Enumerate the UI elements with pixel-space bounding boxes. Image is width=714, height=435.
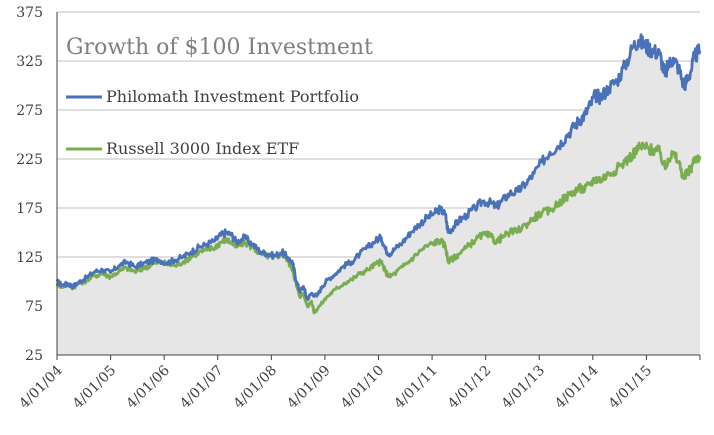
y-tick-label-275: 275 — [16, 103, 43, 119]
x-tick-label-3: 4/01/07 — [177, 363, 226, 412]
x-tick-label-11: 4/01/15 — [606, 363, 655, 412]
x-tick-label-7: 4/01/11 — [391, 363, 440, 412]
series-lines — [55, 33, 702, 315]
axes — [56, 12, 701, 360]
x-tick-label-10: 4/01/14 — [552, 362, 602, 412]
legend-label-1: Russell 3000 Index ETF — [106, 139, 299, 158]
x-tick-label-5: 4/01/09 — [284, 363, 333, 412]
y-tick-label-325: 325 — [16, 54, 43, 70]
area-fills — [57, 34, 700, 355]
x-tick-labels: 4/01/04 4/01/05 4/01/06 4/01/07 4/01/08 4/01/… — [16, 362, 655, 412]
series-line-0 — [55, 33, 702, 301]
x-tick-label-9: 4/01/13 — [499, 363, 548, 412]
chart-title: Growth of $100 Investment — [66, 35, 373, 60]
x-tick-label-0: 4/01/04 — [16, 362, 66, 412]
y-tick-label-125: 125 — [16, 250, 43, 266]
x-tick-label-2: 4/01/06 — [124, 362, 174, 412]
x-tick-label-6: 4/01/10 — [338, 363, 387, 412]
series-line-1 — [55, 141, 702, 315]
y-tick-label-175: 175 — [16, 201, 43, 217]
y-tick-label-375: 375 — [16, 5, 43, 21]
y-tick-label-225: 225 — [16, 152, 43, 168]
legend-label-0: Philomath Investment Portfolio — [106, 87, 359, 106]
x-tick-label-8: 4/01/12 — [445, 363, 494, 412]
y-tick-label-75: 75 — [25, 299, 43, 315]
area-fill-1 — [57, 142, 700, 355]
x-tick-label-4: 4/01/08 — [231, 363, 280, 412]
y-tick-labels: 25 75 125 175 225 275 325 375 — [16, 5, 43, 364]
x-tick-label-1: 4/01/05 — [70, 363, 119, 412]
legend: Philomath Investment Portfolio Russell 30… — [66, 87, 359, 158]
y-tick-label-25: 25 — [25, 348, 43, 364]
